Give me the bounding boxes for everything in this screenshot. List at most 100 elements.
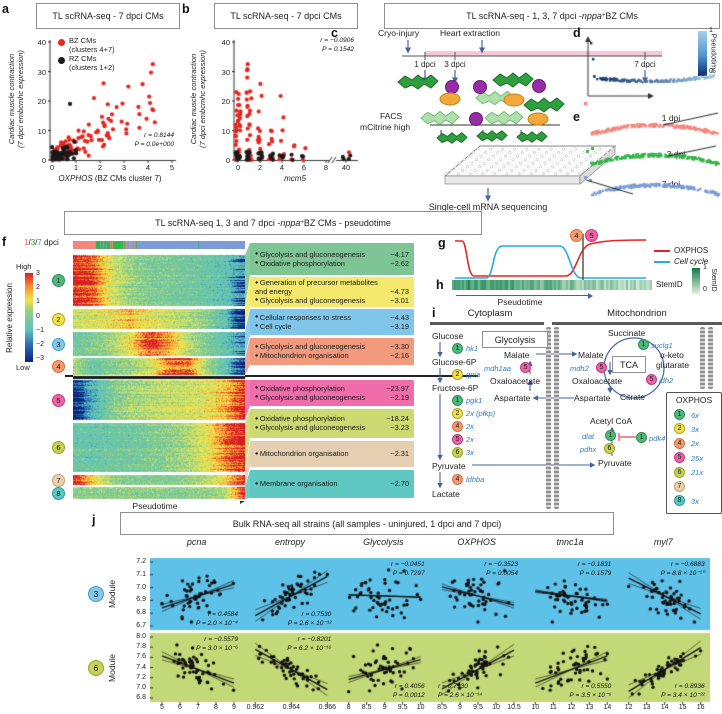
i-oxphos-row-circle: 5 [674, 452, 685, 464]
f-cluster-circle: 6 [52, 441, 65, 454]
i-pdk4-circle: 1 [636, 432, 647, 443]
i-citrate: Citrate [620, 392, 646, 402]
i-enzyme-gene: ldhba [466, 475, 485, 484]
f-go-term: Cellular responses to stress −4.43 [255, 312, 409, 323]
c-bottom-label: Single-cell mRNA sequencing [428, 202, 548, 212]
i-metabolite: Glucose [432, 331, 464, 341]
c-facs-label-1: FACS [380, 111, 403, 121]
i-enzyme-gene: 2x [466, 422, 474, 431]
j-cell-stats: r = −0.3523 P = 0.0054 [460, 561, 518, 579]
i-enzyme-gene: 2x (pfkp) [466, 409, 496, 418]
j-xtick-label: 10.5 [507, 704, 521, 711]
j-ytick-label: 7.0 [136, 683, 146, 691]
panel-a-ylabel-2: (7 dpci embcmhc expression) [16, 50, 25, 148]
i-pdk4: pdk4 [649, 434, 666, 443]
panel-b-title: TL scRNA-seq - 7 dpci CMs [230, 11, 342, 21]
a-ytick-label: 30 [37, 67, 46, 77]
panel-b-title-box: TL scRNA-seq - 7 dpci CMs [214, 3, 358, 29]
f-go-connectors [245, 240, 250, 500]
j-xtick-label: 8 [214, 704, 218, 711]
j-cell-p: P = 3.4 × 10⁻²² [661, 691, 705, 699]
b-ytick-label: 0 [225, 156, 230, 165]
i-oxphos-title: OXPHOS [675, 395, 713, 405]
j-ytick-label: 7.4 [136, 663, 146, 671]
i-idh2-circle: 5 [646, 374, 657, 385]
c-timeline-1dpci: 1 dpci [414, 60, 436, 69]
panel-label-g: g [438, 236, 446, 250]
j-cell-r: r = 0.8936 [674, 683, 705, 690]
f-title-gene: nppa [280, 218, 301, 228]
a-legend-dot [58, 39, 65, 46]
j-ytick-label: 8.0 [136, 633, 146, 640]
i-mito-mdh2: mdh2 [570, 364, 589, 373]
g-curves [450, 232, 722, 288]
panel-label-i: i [432, 306, 436, 320]
i-header-cytoplasm: Cytoplasm [467, 308, 513, 319]
panel-a-xlabel: OXPHOS (BZ CMs cluster 7) [40, 174, 180, 183]
j-column-header: myl7 [653, 537, 673, 547]
j-cell-p: P = 2.0 × 10⁻⁴ [195, 619, 238, 627]
f-cluster-circle: 3 [52, 337, 65, 351]
panel-j-title-box: Bulk RNA-seq all strains (all samples - … [120, 512, 614, 535]
j-ytick-label: 6.8 [136, 694, 146, 701]
panel-label-c: c [331, 26, 338, 40]
cde-title-gene: nppa [581, 11, 602, 21]
h-stemid-bar [452, 280, 652, 290]
a-legend-label: RZ CMs [69, 54, 97, 63]
a-legend-sublabel: (clusters 4+7) [69, 44, 115, 54]
f-go-term-name: Oxidative phosphorylation [255, 384, 380, 394]
f-go-term-name: Cell cycle [255, 322, 384, 332]
f-dpci-7: 7 [37, 238, 42, 247]
f-go-term-value: −4.17 [390, 249, 409, 259]
f-colorbar [25, 273, 33, 362]
f-go-term-value: −4.43 [390, 312, 409, 322]
i-cyto-oxaloacetate: Oxaloacetate [490, 376, 541, 386]
j-module-label-row2: Module [107, 654, 117, 682]
f-go-box: Oxidative phosphorylation −23.97Glycolysi… [250, 380, 414, 406]
j-column-header: tnnc1a [556, 537, 584, 547]
a-xtick-label: 1 [73, 163, 79, 172]
i-enzyme-circle: 1 [452, 343, 463, 354]
panel-a-ylabel-1: Cardiac muscle contraction [7, 53, 16, 145]
i-akg-1: α-keto [660, 350, 684, 360]
panel-label-h: h [436, 278, 444, 292]
j-xtick-label: 9.5 [397, 704, 408, 711]
j-xtick-label: 6 [178, 704, 182, 711]
i-oxphos-row-circle: 2 [674, 423, 685, 435]
g-legend-cellcycle: Cell cycle [674, 257, 709, 266]
a-legend-sublabel: (clusters 1+2) [69, 62, 115, 72]
j-cell-stats: r = −0.0451 P = 0.7297 [367, 561, 425, 579]
j-cell-p: P = 0.1579 [579, 569, 612, 577]
panel-a-xlabel-rest: (BZ CMs cluster 7) [92, 174, 162, 183]
j-cell-p: P = 3.5 × 10⁻⁶ [569, 691, 612, 699]
j-cell-r: r = 0.7930 [438, 683, 468, 690]
g-legend-swatch-cellcycle [654, 261, 670, 263]
g-legend-swatch-oxphos [654, 250, 670, 252]
f-cluster-circle: 4 [52, 360, 65, 373]
f-go-term-name: Oxidative phosphorylation [255, 415, 380, 424]
f-go-box: Oxidative phosphorylation −18.24Glycolysi… [250, 409, 414, 438]
a-xtick-label: 3 [121, 163, 127, 172]
i-dlat-circle: 1 [605, 430, 616, 441]
i-enzyme-gene: 2x [466, 435, 474, 444]
f-go-box: Glycolysis and gluconeogenesis−3.30Mitoc… [250, 338, 414, 365]
j-xtick-label: 8.5 [361, 704, 372, 711]
panel-b-ylabel-1: Cardiac muscle contraction [189, 53, 198, 145]
j-xtick-label: 12 [567, 704, 576, 711]
panel-j-title: Bulk RNA-seq all strains (all samples - … [232, 518, 502, 529]
j-xtick-label: 8.5 [437, 704, 447, 711]
f-dpci-rest: dpci [41, 238, 59, 247]
f-go-term: Oxidative phosphorylation −18.24 [255, 415, 409, 424]
b-xtick-label: 2 [257, 163, 263, 172]
i-enzyme-circle: 4 [452, 421, 463, 432]
panel-b-xlabel: mcm5 [284, 174, 306, 183]
f-cluster-circle: 7 [52, 473, 65, 487]
j-xtick-label: 14 [660, 704, 669, 711]
j-xtick-label: 12 [624, 704, 633, 711]
a-xtick-label: 5 [169, 163, 175, 172]
b-ytick-label: 20 [221, 97, 230, 106]
j-xtick-label: 9 [382, 704, 387, 711]
panel-label-j: j [92, 513, 96, 527]
j-cell-r: r = −0.3523 [484, 561, 518, 568]
i-oxphos-box: OXPHOS 1 6x 2 3x 4 2x 5 25x 6 21x 7 8 3x [666, 392, 722, 514]
